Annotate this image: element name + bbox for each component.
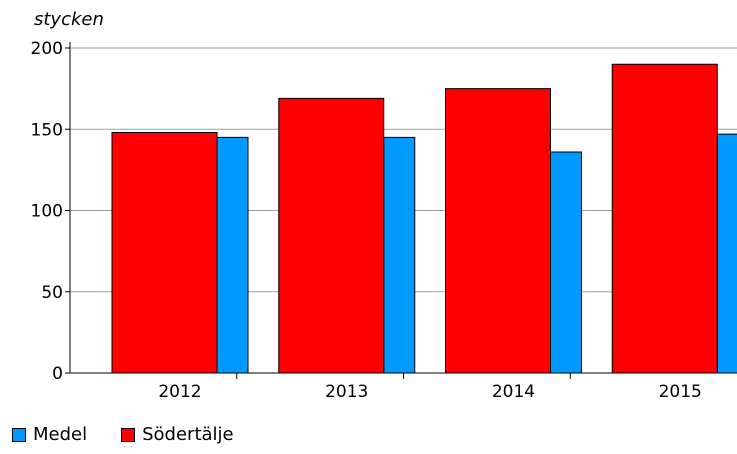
x-tick-label: 2013	[325, 382, 368, 402]
legend: Medel Södertälje	[12, 424, 268, 445]
bar-sodertalje	[445, 88, 551, 374]
y-unit-label: stycken	[34, 9, 104, 30]
x-tick-label: 2015	[659, 382, 702, 402]
y-tick-label: 50	[41, 283, 63, 303]
legend-label-medel: Medel	[33, 424, 88, 445]
bar-medel	[383, 136, 416, 374]
y-tick-label: 200	[31, 39, 63, 59]
legend-item-medel[interactable]: Medel	[12, 424, 87, 445]
bar-sodertalje	[111, 132, 218, 374]
bar-medel	[216, 136, 249, 374]
legend-swatch-medel	[12, 427, 26, 442]
y-tick-label: 100	[31, 202, 63, 222]
x-tick-label: 2012	[158, 382, 201, 402]
bar-sodertalje	[278, 97, 385, 374]
legend-item-sodertalje[interactable]: Södertälje	[121, 424, 234, 445]
bar-sodertalje	[611, 63, 718, 374]
legend-label-sodertalje: Södertälje	[142, 424, 234, 445]
y-tick-label: 150	[31, 120, 63, 140]
x-tick-label: 2014	[492, 382, 535, 402]
bar-medel	[550, 151, 582, 374]
y-tick-label: 0	[52, 364, 63, 384]
legend-swatch-sodertalje	[121, 427, 136, 442]
bar-medel	[716, 133, 737, 374]
